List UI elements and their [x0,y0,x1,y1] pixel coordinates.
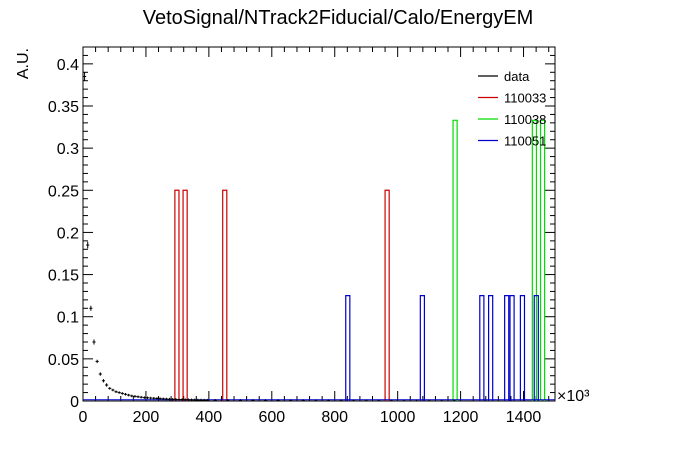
y-tick-label: 0.1 [57,310,79,327]
histogram-bar [533,295,539,401]
histogram-bar [509,295,515,401]
legend-label-110051: 110051 [504,134,546,149]
series-data [83,72,456,402]
histogram-bar [182,189,188,401]
histogram-bar [174,189,180,401]
x-tick-label: 1200 [443,409,479,426]
x-tick-label: 600 [258,409,285,426]
plot-area: 0 0.05 0.1 0.15 0.2 0.25 0.3 0.35 0.4 0 200 400 600 8… [48,46,556,426]
histogram-bar [504,295,510,401]
series-110038 [452,119,546,401]
x-axis-multiplier: ×10³ [557,388,590,405]
legend: data 110033 110038 110051 [478,69,546,149]
y-tick-label: 0.35 [48,99,79,116]
y-tick-label: 0.05 [48,352,79,369]
y-tick-label: 0.2 [57,225,79,242]
y-tick-label: 0 [70,394,79,411]
chart-title: VetoSignal/NTrack2Fiducial/Calo/EnergyEM [143,7,534,29]
x-tick-label: 0 [79,409,88,426]
histogram-bar [452,119,458,401]
y-tick-label: 0.25 [48,183,79,200]
y-tick-label: 0.3 [57,141,79,158]
legend-label-data: data [504,69,530,84]
x-tick-label: 800 [321,409,348,426]
x-tick-label: 1400 [506,409,542,426]
y-axis-label: A.U. [15,48,32,79]
histogram-bar [384,189,390,401]
x-tick-label: 200 [133,409,160,426]
legend-label-110038: 110038 [504,112,546,127]
x-tick-label: 1000 [380,409,416,426]
histogram-bar [531,119,538,401]
histogram-bar [222,189,228,401]
series-110033 [174,189,390,401]
x-tick-label: 400 [196,409,223,426]
histogram-bar [419,295,426,401]
histogram-bar [345,295,351,401]
histogram-bar [519,295,526,401]
y-tick-label: 0.4 [57,57,79,74]
y-tick-label: 0.15 [48,268,79,285]
legend-label-110033: 110033 [504,91,546,106]
histogram-bar [539,119,546,401]
histogram-bar [488,295,494,401]
histogram-bar [479,295,485,401]
series-110051 [83,295,555,401]
